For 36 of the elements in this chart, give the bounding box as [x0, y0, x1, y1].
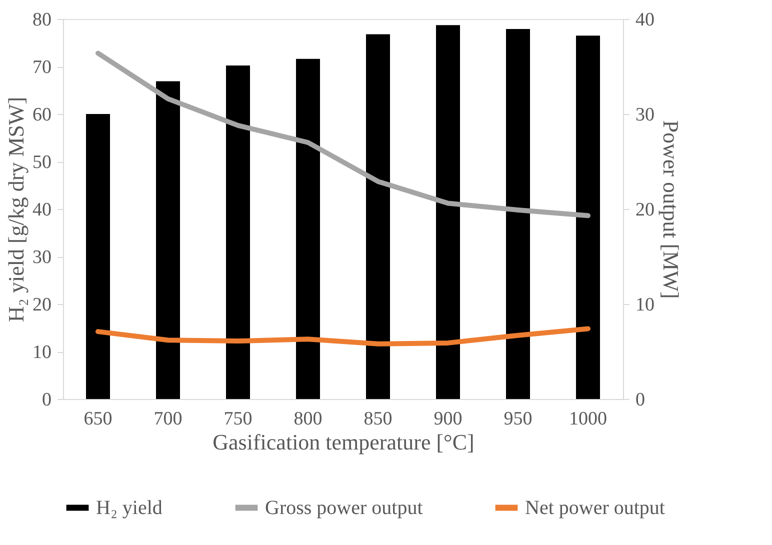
- y2-tick-label: 0: [636, 390, 645, 410]
- x-tick-label: 900: [434, 408, 462, 430]
- legend-label: H₂ yield: [96, 496, 162, 519]
- x-tick-label: 1000: [569, 408, 607, 430]
- y-tick-label: 20: [32, 294, 52, 316]
- y2-tick-label: 30: [636, 104, 654, 126]
- bar: [366, 34, 390, 399]
- x-tick-label: 700: [154, 408, 182, 430]
- bar: [296, 58, 320, 399]
- bar: [506, 28, 530, 399]
- y-tick-label: 60: [32, 104, 52, 126]
- x-tick-label: 750: [224, 408, 252, 430]
- legend-label: Net power output: [525, 496, 666, 519]
- y-tick-label: 50: [32, 152, 52, 173]
- bar: [156, 81, 180, 399]
- y-tick-label: 80: [32, 10, 52, 30]
- y-axis-title: H₂ yield [g/kg dry MSW]: [4, 96, 28, 322]
- x-axis-title: Gasification temperature [°C]: [212, 430, 474, 454]
- y2-tick-label: 20: [636, 200, 654, 220]
- bar: [576, 36, 600, 399]
- bar: [436, 25, 460, 399]
- legend-label: Gross power output: [265, 496, 424, 519]
- x-tick-label: 650: [84, 408, 112, 430]
- y-tick-label: 30: [32, 247, 52, 268]
- bar: [226, 66, 250, 399]
- y2-tick-label: 10: [636, 294, 654, 316]
- x-tick-label: 850: [364, 408, 392, 430]
- y2-axis-title: Power output [MW]: [658, 120, 684, 299]
- y2-tick-label: 40: [636, 10, 654, 30]
- y-tick-label: 10: [32, 342, 52, 363]
- y-tick-label: 40: [32, 200, 52, 220]
- y-tick-label: 70: [32, 57, 52, 78]
- y-tick-label: 0: [42, 390, 52, 410]
- x-tick-label: 950: [504, 408, 532, 430]
- x-tick-label: 800: [294, 408, 322, 430]
- bar: [86, 114, 110, 399]
